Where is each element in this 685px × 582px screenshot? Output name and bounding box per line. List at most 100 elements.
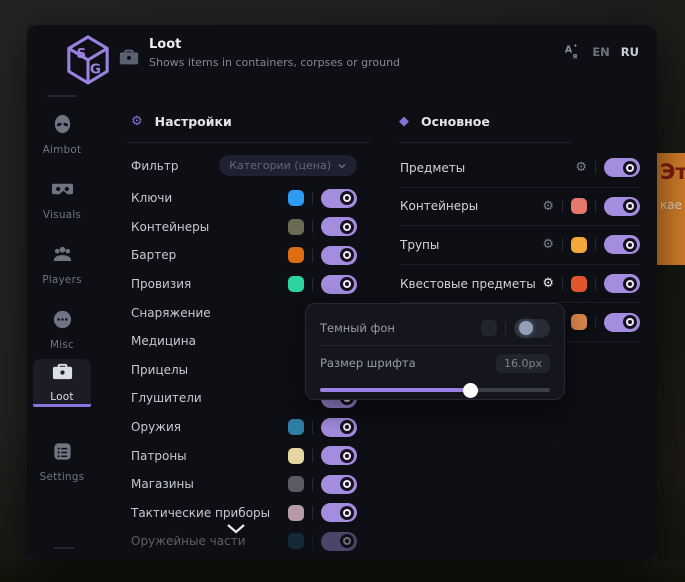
language-option-en[interactable]: EN bbox=[592, 44, 610, 59]
gear-icon[interactable]: ⚙ bbox=[575, 160, 587, 176]
players-icon bbox=[51, 243, 74, 270]
row-label: Бартер bbox=[131, 248, 177, 263]
sidebar-item-aimbot[interactable]: Aimbot bbox=[33, 110, 91, 158]
color-swatch[interactable] bbox=[571, 275, 587, 292]
color-swatch[interactable] bbox=[571, 198, 587, 215]
sidebar-item-label: Aimbot bbox=[42, 143, 82, 156]
translate-icon: A я bbox=[565, 44, 578, 60]
toggle-switch[interactable] bbox=[321, 417, 357, 437]
separator bbox=[312, 449, 313, 463]
gear-icon[interactable]: ⚙ bbox=[542, 276, 554, 292]
filter-dropdown-value: Категории (цена) bbox=[229, 159, 331, 172]
toggle-switch[interactable] bbox=[321, 217, 357, 237]
color-swatch[interactable] bbox=[288, 533, 304, 550]
color-swatch[interactable] bbox=[288, 218, 304, 235]
page-subtitle: Shows items in containers, corpses or gr… bbox=[149, 56, 401, 69]
toggle-switch[interactable] bbox=[321, 446, 357, 466]
separator bbox=[505, 321, 506, 335]
row-label: Прицелы bbox=[131, 362, 189, 377]
gear-icon: ⚙ bbox=[131, 114, 143, 129]
slider-fill bbox=[320, 388, 470, 392]
sidebar-divider bbox=[53, 547, 75, 549]
row-label: Трупы bbox=[400, 237, 440, 252]
loot-category-row: Контейнеры bbox=[131, 213, 357, 242]
row-label: Контейнеры bbox=[131, 219, 210, 234]
row-label: Медицина bbox=[131, 334, 196, 349]
separator bbox=[312, 506, 313, 520]
sidebar-item-misc[interactable]: Misc bbox=[33, 305, 91, 353]
separator bbox=[595, 238, 596, 252]
briefcase-icon bbox=[51, 360, 74, 387]
row-label: Патроны bbox=[131, 448, 187, 463]
toggle-switch[interactable] bbox=[321, 188, 357, 208]
filter-row: Фильтр Категории (цена) bbox=[131, 155, 357, 176]
toggle-switch[interactable] bbox=[604, 312, 640, 332]
svg-text:A: A bbox=[565, 44, 573, 55]
color-swatch[interactable] bbox=[571, 236, 587, 253]
color-swatch[interactable] bbox=[288, 276, 304, 293]
separator bbox=[562, 199, 563, 213]
toggle-switch[interactable] bbox=[321, 274, 357, 294]
separator bbox=[595, 161, 596, 175]
toggle-knob bbox=[340, 534, 354, 549]
main-option-row: Трупы ⚙ bbox=[400, 226, 640, 265]
toggle-switch[interactable] bbox=[604, 196, 640, 216]
alien-icon bbox=[51, 113, 74, 140]
toggle-knob bbox=[340, 219, 354, 234]
color-swatch[interactable] bbox=[288, 190, 304, 207]
toggle-switch[interactable] bbox=[321, 503, 357, 523]
sidebar-item-label: Visuals bbox=[42, 208, 82, 221]
toggle-switch[interactable] bbox=[321, 474, 357, 494]
svg-text:G: G bbox=[90, 62, 101, 77]
row-label: Глушители bbox=[131, 391, 202, 406]
font-size-row: Размер шрифта 16.0px bbox=[320, 347, 550, 379]
color-swatch[interactable] bbox=[481, 320, 497, 336]
loot-category-row: Оружия bbox=[131, 413, 357, 442]
dark-background-toggle[interactable] bbox=[514, 318, 550, 338]
toggle-knob bbox=[340, 477, 354, 492]
color-swatch[interactable] bbox=[288, 419, 304, 436]
toggle-switch[interactable] bbox=[321, 531, 357, 551]
color-swatch[interactable] bbox=[288, 504, 304, 521]
row-label: Оружия bbox=[131, 420, 181, 435]
sidebar-item-loot[interactable]: Loot bbox=[33, 359, 91, 407]
color-swatch[interactable] bbox=[571, 314, 587, 331]
slider-knob[interactable] bbox=[462, 383, 478, 398]
separator bbox=[312, 191, 313, 205]
font-size-value: 16.0px bbox=[496, 353, 550, 373]
item-settings-popup: Темный фон Размер шрифта 16.0px bbox=[305, 303, 565, 400]
separator bbox=[312, 477, 313, 491]
sidebar-item-players[interactable]: Players bbox=[33, 240, 91, 288]
toggle-switch[interactable] bbox=[604, 158, 640, 178]
separator bbox=[312, 277, 313, 291]
separator bbox=[312, 534, 313, 548]
filter-dropdown[interactable]: Категории (цена) bbox=[219, 155, 357, 176]
color-swatch[interactable] bbox=[288, 476, 304, 493]
separator bbox=[312, 420, 313, 434]
font-size-slider[interactable] bbox=[320, 383, 550, 398]
game-background-top bbox=[0, 0, 685, 25]
scroll-more-chevron-icon[interactable] bbox=[223, 521, 249, 537]
toggle-switch[interactable] bbox=[604, 274, 640, 294]
diamond-icon: ◆ bbox=[399, 114, 409, 129]
toggle-knob bbox=[623, 315, 637, 330]
sidebar-item-visuals[interactable]: Visuals bbox=[33, 175, 91, 223]
gear-icon[interactable]: ⚙ bbox=[542, 198, 554, 214]
svg-text:S: S bbox=[76, 47, 86, 62]
loot-category-row: Тактические приборы bbox=[131, 499, 357, 528]
main-section-header: ◆ Основное bbox=[399, 114, 490, 129]
row-label: Провизия bbox=[131, 277, 192, 292]
dark-background-label: Темный фон bbox=[320, 321, 395, 335]
toggle-switch[interactable] bbox=[604, 235, 640, 255]
tooltip-text: Эт bbox=[660, 160, 685, 184]
sidebar-item-label: Misc bbox=[49, 338, 75, 351]
gear-icon[interactable]: ⚙ bbox=[542, 237, 554, 253]
color-swatch[interactable] bbox=[288, 447, 304, 464]
font-size-label: Размер шрифта bbox=[320, 356, 416, 370]
toggle-knob bbox=[340, 448, 354, 463]
color-swatch[interactable] bbox=[288, 247, 304, 264]
sidebar-item-settings[interactable]: Settings bbox=[33, 437, 91, 485]
language-option-ru[interactable]: RU bbox=[620, 44, 639, 59]
separator bbox=[595, 277, 596, 291]
toggle-switch[interactable] bbox=[321, 245, 357, 265]
